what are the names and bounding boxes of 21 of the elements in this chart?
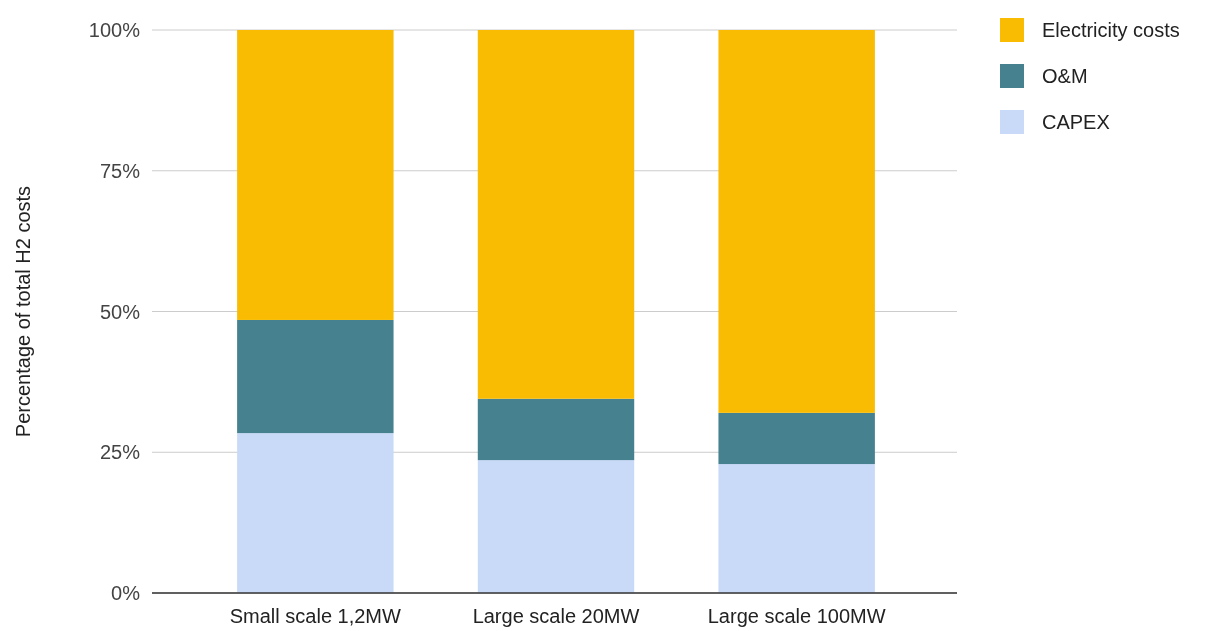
bar [477, 30, 635, 399]
bar [718, 30, 875, 413]
x-tick-label: Large scale 100MW [707, 605, 886, 627]
legend-label: CAPEX [1042, 111, 1110, 133]
legend-label: O&M [1042, 65, 1088, 87]
bar [237, 30, 394, 320]
bar [477, 460, 635, 593]
legend-label: Electricity costs [1042, 19, 1180, 41]
bar [237, 319, 394, 434]
bar [718, 412, 875, 465]
y-tick-label: 100% [88, 19, 141, 41]
x-tick-label: Small scale 1,2MW [229, 605, 402, 627]
x-tick-label: Large scale 20MW [472, 605, 640, 627]
bar [477, 398, 635, 461]
y-tick-label: 0% [111, 582, 141, 604]
y-axis-title: Percentage of total H2 costs [12, 185, 34, 438]
y-tick-label: 75% [99, 159, 141, 182]
y-tick-label: 25% [99, 441, 141, 464]
bar [237, 433, 394, 593]
y-tick-label: 50% [99, 300, 141, 323]
bar [718, 464, 875, 593]
